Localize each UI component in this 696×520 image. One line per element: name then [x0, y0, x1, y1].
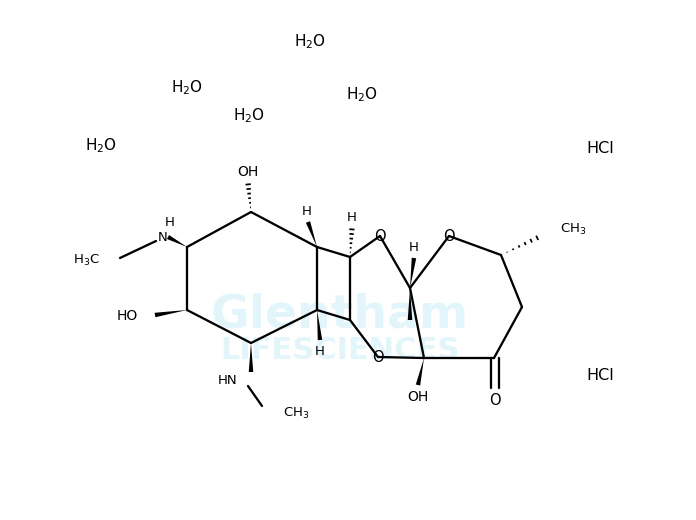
Text: HN: HN [217, 373, 237, 386]
Polygon shape [167, 235, 187, 247]
Text: H$_2$O: H$_2$O [85, 137, 117, 155]
Polygon shape [248, 343, 253, 372]
Text: N: N [158, 230, 168, 243]
Text: CH$_3$: CH$_3$ [560, 222, 587, 237]
Text: LIFESCIENCES: LIFESCIENCES [221, 335, 459, 365]
Text: OH: OH [237, 165, 259, 179]
Text: O: O [489, 393, 501, 408]
Text: H: H [165, 215, 175, 228]
Polygon shape [408, 288, 412, 320]
Text: HO: HO [117, 309, 138, 323]
Text: HCl: HCl [586, 368, 614, 383]
Text: H$_2$O: H$_2$O [233, 107, 265, 125]
Polygon shape [410, 258, 416, 288]
Text: O: O [372, 349, 383, 365]
Text: O: O [443, 228, 454, 243]
Polygon shape [306, 221, 317, 247]
Text: H: H [302, 204, 312, 217]
Polygon shape [416, 358, 424, 385]
Text: OH: OH [407, 390, 429, 404]
Text: H: H [315, 345, 325, 358]
Text: H: H [347, 211, 357, 224]
Text: O: O [374, 228, 386, 243]
Text: H$_2$O: H$_2$O [171, 79, 203, 97]
Text: Glentham: Glentham [211, 293, 469, 337]
Polygon shape [155, 310, 187, 317]
Text: HCl: HCl [586, 140, 614, 155]
Text: H: H [409, 241, 419, 254]
Text: CH$_3$: CH$_3$ [283, 406, 310, 421]
Text: H$_3$C: H$_3$C [73, 252, 100, 268]
Text: H$_2$O: H$_2$O [294, 33, 326, 51]
Text: H$_2$O: H$_2$O [346, 86, 378, 105]
Polygon shape [317, 310, 322, 340]
